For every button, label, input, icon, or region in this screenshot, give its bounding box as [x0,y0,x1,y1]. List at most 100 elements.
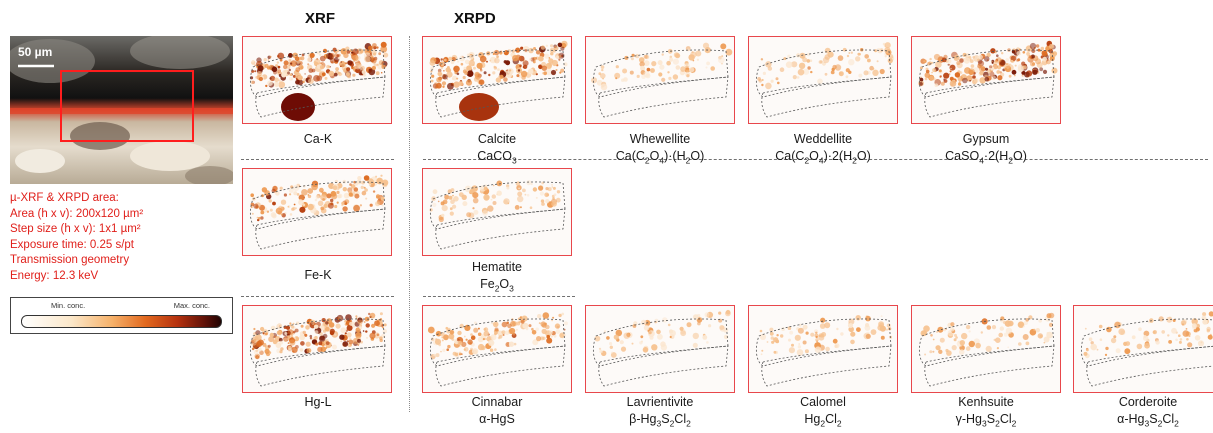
map-pixel [447,82,454,90]
map-pixel [494,323,497,326]
map-pixel [798,62,806,69]
map-pixel [255,76,258,79]
map-pixel [956,60,961,66]
phase-name: Weddellite [793,132,853,146]
map-pixel [355,332,362,339]
map-pixel [363,73,366,77]
map-pixel [494,66,497,69]
phase-formula: CaCO3 [477,149,517,166]
map-pixel [354,62,362,70]
map-pixel [343,192,350,199]
map-pixel [1042,56,1047,62]
map-pixel [365,330,368,333]
map-pixel [1039,334,1043,338]
map-pixel [1028,55,1033,59]
map-pixel [697,321,701,326]
xrpd-map-image [918,312,1055,387]
map-pixel [517,191,523,197]
map-pixel [460,62,464,66]
xrpd-label: Hematite Fe2O3 [412,259,582,298]
map-pixel [288,68,291,72]
colorbar-gradient [21,315,222,328]
map-pixel [968,330,971,333]
map-pixel [272,201,276,206]
map-pixel [631,342,634,345]
map-pixel [630,57,634,61]
map-pixel [440,332,445,337]
xrpd-map-image [427,312,568,387]
xrpd-map-panel [911,305,1061,393]
map-pixel [519,63,521,66]
map-pixel [250,80,255,85]
map-pixel [473,66,476,70]
map-pixel [472,197,479,204]
map-pixel [329,328,335,334]
map-pixel [609,342,613,346]
map-pixel [287,342,290,344]
map-pixel [325,341,330,345]
map-pixel [446,71,453,78]
map-pixel [651,344,658,351]
map-pixel [289,339,296,346]
xrpd-label: Gypsum CaSO4·2(H2O) [901,131,1071,170]
map-pixel [809,59,813,62]
map-pixel [496,190,502,196]
map-pixel [361,70,366,75]
map-pixel [864,325,871,331]
map-pixel [796,76,800,79]
map-pixel [1042,69,1048,74]
map-pixel [258,216,261,220]
map-pixel [557,42,563,48]
map-pixel [552,186,556,190]
map-pixel [254,70,257,73]
map-pixel [769,331,774,336]
phase-name: Cinnabar [471,395,523,409]
map-pixel [760,353,763,356]
phase-name: Lavrientivite [626,395,694,409]
map-pixel [457,60,460,63]
map-pixel [978,64,983,69]
map-pixel [448,195,453,200]
map-pixel [255,334,262,341]
map-pixel [931,71,933,74]
map-pixel [991,61,994,64]
map-pixel [710,66,715,71]
map-pixel [1049,48,1052,51]
xrf-map-panel [242,305,392,393]
map-pixel [353,204,360,212]
map-pixel [307,57,312,63]
map-pixel [667,71,670,74]
map-pixel [558,58,561,61]
map-pixel [950,327,955,332]
map-pixel [327,202,334,209]
map-pixel [354,182,359,186]
xrpd-map-panel [585,305,735,393]
map-pixel [938,69,942,73]
map-pixel [1005,58,1009,62]
map-pixel [1030,61,1035,67]
map-pixel [486,60,488,63]
map-pixel [661,77,666,82]
map-pixel [264,348,270,354]
map-pixel [287,71,290,75]
map-pixel [708,324,712,328]
map-pixel [501,321,508,328]
map-pixel [1191,318,1198,325]
map-pixel [553,193,557,196]
map-pixel [504,330,510,336]
map-pixel [719,325,725,330]
map-pixel [334,204,338,209]
map-pixel [293,203,296,206]
map-pixel [924,72,931,78]
map-pixel [807,66,811,70]
map-pixel [872,69,879,76]
map-pixel [949,64,956,71]
map-pixel [560,68,565,73]
xrpd-map-image [1080,311,1213,387]
map-pixel [1022,65,1027,70]
map-pixel [378,52,382,56]
map-pixel [937,326,944,333]
map-pixel [550,335,553,338]
map-pixel [371,57,377,64]
map-pixel [996,54,999,57]
